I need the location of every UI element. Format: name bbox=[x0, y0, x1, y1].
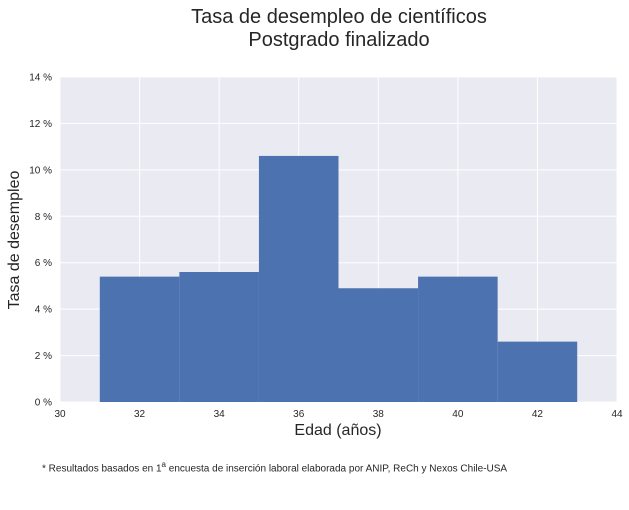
chart-title-line1: Tasa de desempleo de científicos bbox=[191, 6, 487, 28]
x-tick-label: 42 bbox=[532, 409, 544, 420]
bar-37-39 bbox=[338, 288, 419, 402]
y-tick-label: 4 % bbox=[35, 305, 52, 316]
x-tick-label: 34 bbox=[214, 409, 226, 420]
x-tick-label: 30 bbox=[54, 409, 66, 420]
tick-labels: 30 32 34 36 38 40 42 44 0 % 2 % 4 % 6 % 8 % 10 % 12 % 1… bbox=[29, 73, 623, 421]
footnote: * Resultados basados en 1a encuesta de i… bbox=[42, 460, 507, 474]
footnote-suffix: encuesta de inserción laboral elaborada … bbox=[165, 463, 508, 475]
footnote-superscript: a bbox=[161, 460, 166, 469]
y-tick-label: 2 % bbox=[35, 351, 52, 362]
x-tick-label: 44 bbox=[611, 409, 623, 420]
y-tick-label: 14 % bbox=[29, 73, 52, 84]
bar-39-41 bbox=[418, 276, 498, 402]
x-axis-label: Edad (años) bbox=[294, 422, 381, 439]
y-axis-label: Tasa de desempleo bbox=[6, 171, 23, 310]
footnote-prefix: * Resultados basados en 1 bbox=[42, 463, 162, 475]
x-tick-label: 38 bbox=[373, 409, 385, 420]
y-tick-label: 12 % bbox=[29, 119, 52, 130]
x-tick-label: 32 bbox=[134, 409, 146, 420]
y-tick-label: 0 % bbox=[35, 398, 52, 409]
y-tick-label: 10 % bbox=[29, 165, 52, 176]
y-tick-label: 6 % bbox=[35, 258, 52, 269]
chart-title-line2: Postgrado finalizado bbox=[248, 29, 429, 51]
bars bbox=[99, 155, 578, 402]
bar-33-35 bbox=[179, 272, 259, 402]
x-tick-label: 36 bbox=[293, 409, 305, 420]
x-tick-label: 40 bbox=[452, 409, 464, 420]
bar-41-43 bbox=[497, 341, 578, 402]
bar-35-37 bbox=[258, 155, 339, 402]
y-tick-label: 8 % bbox=[35, 212, 52, 223]
bar-31-33 bbox=[99, 276, 180, 402]
